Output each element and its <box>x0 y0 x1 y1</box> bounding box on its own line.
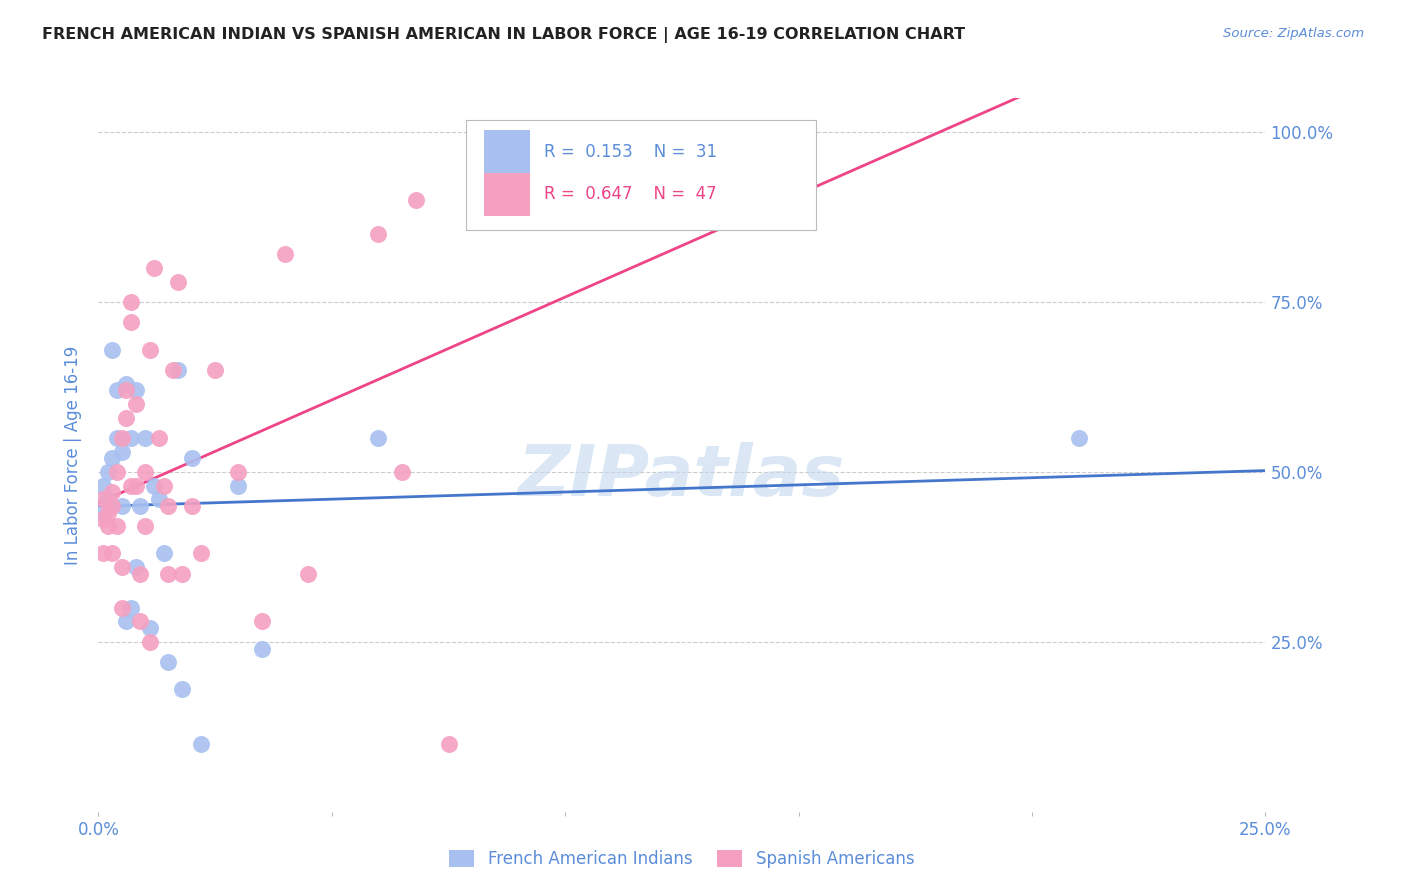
Y-axis label: In Labor Force | Age 16-19: In Labor Force | Age 16-19 <box>65 345 83 565</box>
Point <box>91 512 114 526</box>
Point <box>101 499 124 513</box>
Point <box>97 492 120 507</box>
Point <box>1067 431 1090 445</box>
Point <box>437 737 460 751</box>
Point <box>228 465 250 479</box>
Point <box>166 275 188 289</box>
Point <box>101 343 124 357</box>
Point <box>101 546 124 560</box>
Point <box>120 431 142 445</box>
Point <box>125 560 148 574</box>
Point <box>695 125 717 139</box>
Point <box>120 315 142 329</box>
Point <box>157 655 180 669</box>
Point <box>115 376 138 391</box>
Point <box>105 384 128 398</box>
Point <box>134 465 156 479</box>
Point <box>157 499 180 513</box>
Point <box>180 451 202 466</box>
Point <box>367 227 389 241</box>
Point <box>125 478 148 492</box>
Point <box>148 431 170 445</box>
FancyBboxPatch shape <box>484 130 530 173</box>
Point <box>204 363 226 377</box>
Point <box>228 478 250 492</box>
Point <box>139 621 162 635</box>
Point <box>105 465 128 479</box>
Point <box>166 363 188 377</box>
Point <box>129 566 152 581</box>
Point <box>367 431 389 445</box>
Point <box>105 519 128 533</box>
Point <box>152 478 174 492</box>
Point <box>97 519 120 533</box>
Point <box>139 343 162 357</box>
Point <box>134 431 156 445</box>
Point <box>405 193 427 207</box>
FancyBboxPatch shape <box>484 173 530 216</box>
Point <box>162 363 184 377</box>
Point <box>250 641 273 656</box>
Point <box>111 560 134 574</box>
Point <box>101 451 124 466</box>
Point <box>120 478 142 492</box>
Point <box>190 737 212 751</box>
Point <box>101 485 124 500</box>
Text: FRENCH AMERICAN INDIAN VS SPANISH AMERICAN IN LABOR FORCE | AGE 16-19 CORRELATIO: FRENCH AMERICAN INDIAN VS SPANISH AMERIC… <box>42 27 966 43</box>
Text: Source: ZipAtlas.com: Source: ZipAtlas.com <box>1223 27 1364 40</box>
Point <box>139 635 162 649</box>
Point <box>172 682 194 697</box>
Point <box>297 566 319 581</box>
Point <box>172 566 194 581</box>
Point <box>125 384 148 398</box>
Point <box>97 506 120 520</box>
Point <box>554 207 576 221</box>
Point <box>129 499 152 513</box>
Point <box>274 247 297 261</box>
Point <box>115 410 138 425</box>
Point <box>120 600 142 615</box>
Point <box>91 478 114 492</box>
Point <box>120 295 142 310</box>
Point <box>115 615 138 629</box>
Text: R =  0.153    N =  31: R = 0.153 N = 31 <box>544 143 717 161</box>
Point <box>250 615 273 629</box>
Point <box>111 444 134 458</box>
FancyBboxPatch shape <box>465 120 815 230</box>
Point <box>129 615 152 629</box>
Point <box>157 566 180 581</box>
Point <box>105 431 128 445</box>
Point <box>143 478 166 492</box>
Point <box>111 499 134 513</box>
Point <box>190 546 212 560</box>
Point <box>111 431 134 445</box>
Point <box>152 546 174 560</box>
Point <box>391 465 413 479</box>
Point <box>143 260 166 275</box>
Point <box>134 519 156 533</box>
Point <box>91 492 114 507</box>
Point <box>111 600 134 615</box>
Text: ZIPatlas: ZIPatlas <box>519 442 845 511</box>
Point <box>115 384 138 398</box>
Text: R =  0.647    N =  47: R = 0.647 N = 47 <box>544 186 717 203</box>
Point <box>180 499 202 513</box>
Point <box>97 465 120 479</box>
Point <box>91 506 114 520</box>
Legend: French American Indians, Spanish Americans: French American Indians, Spanish America… <box>443 843 921 875</box>
Point <box>148 492 170 507</box>
Point <box>125 397 148 411</box>
Point <box>91 546 114 560</box>
